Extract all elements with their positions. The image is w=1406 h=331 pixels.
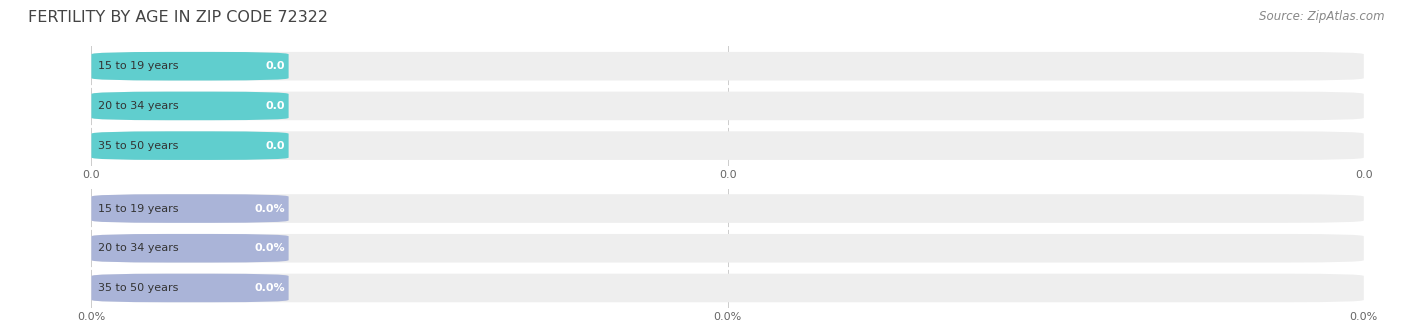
Text: 35 to 50 years: 35 to 50 years bbox=[98, 141, 179, 151]
Text: 15 to 19 years: 15 to 19 years bbox=[98, 61, 179, 71]
Text: 20 to 34 years: 20 to 34 years bbox=[98, 243, 179, 253]
FancyBboxPatch shape bbox=[91, 274, 1364, 302]
FancyBboxPatch shape bbox=[91, 234, 1364, 262]
Text: FERTILITY BY AGE IN ZIP CODE 72322: FERTILITY BY AGE IN ZIP CODE 72322 bbox=[28, 10, 328, 25]
FancyBboxPatch shape bbox=[91, 92, 1364, 120]
FancyBboxPatch shape bbox=[91, 131, 1364, 160]
Text: 0.0: 0.0 bbox=[266, 61, 285, 71]
Text: Source: ZipAtlas.com: Source: ZipAtlas.com bbox=[1260, 10, 1385, 23]
FancyBboxPatch shape bbox=[91, 92, 288, 120]
Text: 0.0%: 0.0% bbox=[254, 243, 285, 253]
FancyBboxPatch shape bbox=[91, 52, 1364, 80]
Text: 20 to 34 years: 20 to 34 years bbox=[98, 101, 179, 111]
Text: 0.0%: 0.0% bbox=[254, 204, 285, 213]
Text: 35 to 50 years: 35 to 50 years bbox=[98, 283, 179, 293]
FancyBboxPatch shape bbox=[91, 234, 288, 262]
Text: 0.0: 0.0 bbox=[266, 141, 285, 151]
FancyBboxPatch shape bbox=[91, 274, 288, 302]
FancyBboxPatch shape bbox=[91, 194, 1364, 223]
FancyBboxPatch shape bbox=[91, 52, 288, 80]
FancyBboxPatch shape bbox=[91, 131, 288, 160]
FancyBboxPatch shape bbox=[91, 194, 288, 223]
Text: 15 to 19 years: 15 to 19 years bbox=[98, 204, 179, 213]
Text: 0.0: 0.0 bbox=[266, 101, 285, 111]
Text: 0.0%: 0.0% bbox=[254, 283, 285, 293]
